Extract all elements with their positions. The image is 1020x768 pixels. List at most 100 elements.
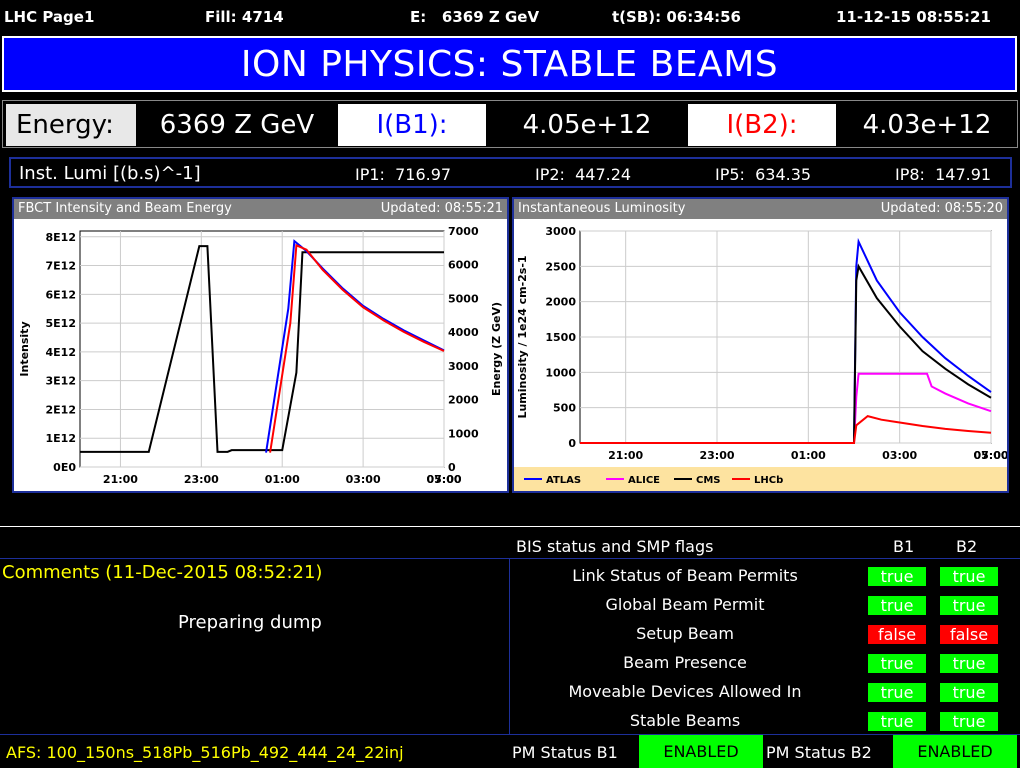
flag-b2-value: true [940,567,998,586]
fbct-chart-titlebar: FBCT Intensity and Beam Energy Updated: … [14,199,507,219]
lumi-chart-updated: Updated: 08:55:20 [880,201,1003,216]
lumi-chart-titlebar: Instantaneous Luminosity Updated: 08:55:… [514,199,1007,219]
y-tick-label: 8E12 [46,231,76,244]
y-tick-label: 2500 [545,260,576,273]
x-tick-label: 21:00 [608,449,643,462]
x-tick-label: 21:00 [103,473,138,486]
inst-lumi-row: Inst. Lumi [(b.s)^-1] IP1: 716.97 IP2: 4… [9,157,1012,188]
flag-b1-value: true [868,712,926,731]
header-energy: E: 6369 Z GeV [410,8,540,26]
y-tick-label: 0E0 [53,461,76,474]
flag-label: Moveable Devices Allowed In [568,682,802,701]
inst-lumi-label: Inst. Lumi [(b.s)^-1] [19,163,201,184]
pm-status-b1-badge: ENABLED [639,735,763,768]
y-tick-label: 5E12 [46,317,76,330]
ip2-lumi: IP2: 447.24 [535,165,632,184]
y-tick-label: 3000 [545,225,576,238]
flag-b2-value: true [940,712,998,731]
comments-text: Preparing dump [178,612,322,633]
bis-title: BIS status and SMP flags [516,537,714,556]
header-datetime: 11-12-15 08:55:21 [836,8,991,26]
y-tick-label: 7E12 [46,260,76,273]
y-tick-label: 0 [568,437,576,450]
y2-tick-label: 0 [448,461,456,474]
series-line-0 [80,245,444,453]
fbct-chart-updated: Updated: 08:55:21 [380,201,503,216]
ib2-value: 4.03e+12 [838,104,1016,146]
beam-mode-banner: ION PHYSICS: STABLE BEAMS [2,36,1017,92]
flag-label: Global Beam Permit [605,595,765,614]
x-tick-label: 05:00 [973,449,1007,462]
flag-b1-value: true [868,683,926,702]
flag-b1-value: true [868,567,926,586]
x-tick-label: 01:00 [265,473,300,486]
section-divider [0,526,1020,527]
y2-tick-label: 7000 [448,225,479,238]
energy-value: 6369 Z GeV [138,104,336,146]
pm-status-b2-label: PM Status B2 [766,743,872,762]
y-tick-label: 500 [553,402,576,415]
flag-b2-value: true [940,596,998,615]
y2-tick-label: 6000 [448,259,479,272]
legend-item-atlas: ATLAS [546,475,581,486]
y2-axis-label: Energy (Z GeV) [490,302,503,396]
legend-item-alice: ALICE [628,475,660,486]
plot-area [79,230,445,468]
y-tick-label: 3E12 [46,375,76,388]
flag-b2-value: true [940,683,998,702]
top-status-bar: LHC Page1 Fill: 4714 E: 6369 Z GeV t(SB)… [0,0,1020,34]
y2-tick-label: 2000 [448,394,479,407]
legend-item-lhcb: LHCb [754,475,783,486]
x-tick-label: 01:00 [791,449,826,462]
flag-b2-value: false [940,625,998,644]
flag-b1-value: true [868,596,926,615]
ib1-value: 4.05e+12 [488,104,686,146]
ip5-lumi: IP5: 634.35 [715,165,812,184]
y-tick-label: 1000 [545,366,576,379]
y-tick-label: 2000 [545,296,576,309]
x-tick-label: 03:00 [346,473,381,486]
flag-b1-value: false [868,625,926,644]
y2-tick-label: 3000 [448,360,479,373]
time-stable-beams: t(SB): 06:34:56 [612,8,741,26]
y-tick-label: 6E12 [46,288,76,301]
bis-b1-header: B1 [893,537,915,556]
flag-label: Setup Beam [636,624,734,643]
flag-label: Beam Presence [623,653,747,672]
series-line-1 [265,239,445,453]
y2-tick-label: 4000 [448,326,479,339]
x-tick-label: 23:00 [699,449,734,462]
comments-title: Comments (11-Dec-2015 08:52:21) [2,562,323,583]
pm-status-b2-badge: ENABLED [893,735,1017,768]
lumi-chart-panel: Instantaneous Luminosity Updated: 08:55:… [512,197,1009,493]
y-tick-label: 4E12 [46,346,76,359]
y-axis-label: Luminosity / 1e24 cm-2s-1 [516,255,529,418]
energy-label: Energy: [6,104,136,146]
x-tick-label: 07:00 [973,449,1007,462]
y2-tick-label: 1000 [448,427,479,440]
x-tick-label: 05:00 [426,473,461,486]
fbct-chart-panel: FBCT Intensity and Beam Energy Updated: … [12,197,509,493]
series-line-lhcb [580,415,992,444]
beam-energy-row: Energy: 6369 Z GeV I(B1): 4.05e+12 I(B2)… [2,100,1018,148]
ib1-label: I(B1): [338,104,486,146]
series-line-cms [580,263,992,444]
flag-b1-value: true [868,654,926,673]
series-line-2 [269,243,445,453]
footer-bar: AFS: 100_150ns_518Pb_516Pb_492_444_24_22… [0,734,1020,768]
bis-b2-header: B2 [956,537,978,556]
x-tick-label: 03:00 [882,449,917,462]
fill-number: Fill: 4714 [205,8,284,26]
y2-tick-label: 5000 [448,292,479,305]
ip8-lumi: IP8: 147.91 [895,165,992,184]
page-name: LHC Page1 [4,8,95,26]
afs-filling-scheme: AFS: 100_150ns_518Pb_516Pb_492_444_24_22… [6,743,404,762]
y-axis-label: Intensity [18,321,31,376]
flag-label: Link Status of Beam Permits [572,566,798,585]
ip1-lumi: IP1: 716.97 [355,165,452,184]
y-tick-label: 1E12 [46,432,76,445]
y-tick-label: 2E12 [46,403,76,416]
comments-panel [0,558,510,734]
